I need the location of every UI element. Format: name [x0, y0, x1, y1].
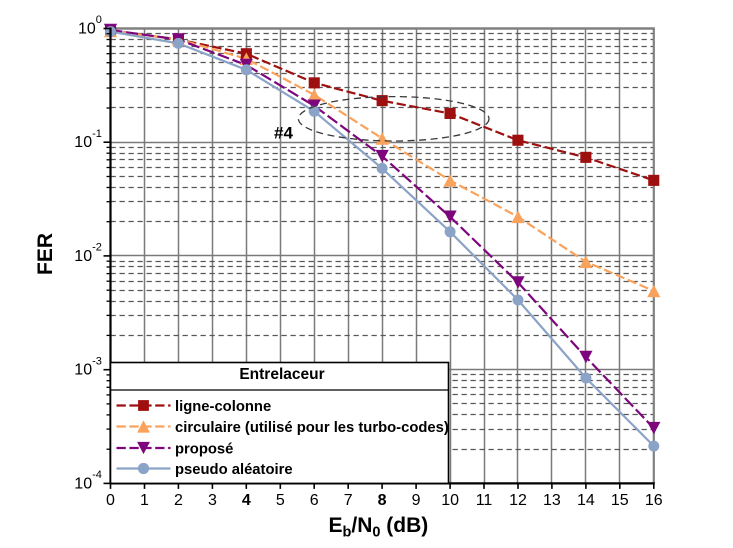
svg-text:16: 16 [645, 492, 663, 509]
svg-text:10: 10 [74, 248, 92, 265]
svg-text:14: 14 [577, 492, 595, 509]
svg-text:15: 15 [611, 492, 629, 509]
svg-text:-2: -2 [92, 242, 102, 254]
svg-text:#4: #4 [274, 124, 293, 143]
svg-text:4: 4 [242, 492, 251, 509]
svg-text:3: 3 [208, 492, 217, 509]
svg-text:0: 0 [96, 14, 102, 26]
svg-text:0: 0 [106, 492, 115, 509]
svg-text:circulaire (utilisé pour les t: circulaire (utilisé pour les turbo-codes… [175, 420, 449, 436]
svg-text:-3: -3 [92, 355, 102, 367]
svg-text:9: 9 [412, 492, 421, 509]
svg-text:6: 6 [310, 492, 319, 509]
svg-text:8: 8 [378, 492, 387, 509]
svg-text:-4: -4 [92, 469, 102, 481]
svg-text:10: 10 [441, 492, 459, 509]
svg-text:-1: -1 [92, 128, 102, 140]
svg-text:11: 11 [476, 492, 493, 509]
svg-text:FER: FER [34, 233, 57, 275]
svg-text:10: 10 [74, 134, 92, 151]
svg-text:10: 10 [74, 362, 92, 379]
svg-text:2: 2 [174, 492, 183, 509]
svg-text:pseudo aléatoire: pseudo aléatoire [175, 462, 293, 478]
svg-text:5: 5 [276, 492, 285, 509]
svg-text:7: 7 [344, 492, 353, 509]
svg-text:12: 12 [509, 492, 527, 509]
svg-text:10: 10 [74, 475, 92, 492]
svg-text:proposé: proposé [175, 441, 233, 457]
svg-text:13: 13 [543, 492, 561, 509]
svg-text:1: 1 [140, 492, 149, 509]
svg-text:ligne-colonne: ligne-colonne [175, 399, 271, 415]
svg-text:10: 10 [78, 20, 96, 37]
svg-text:Entrelaceur: Entrelaceur [239, 366, 324, 383]
